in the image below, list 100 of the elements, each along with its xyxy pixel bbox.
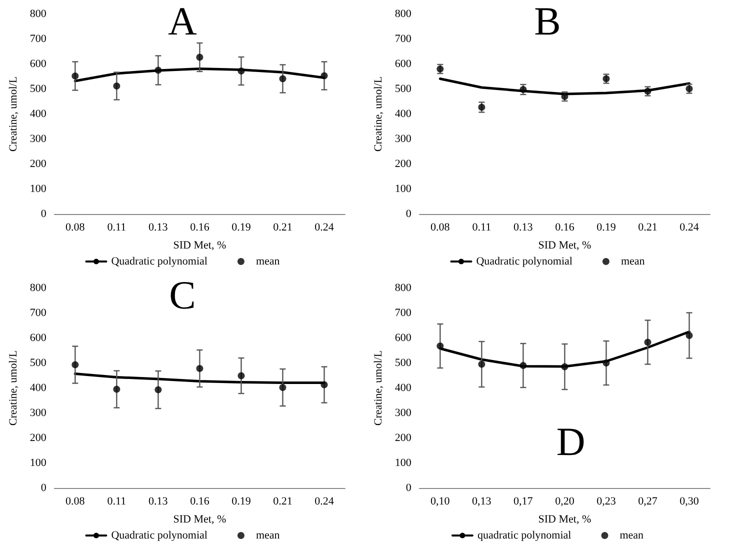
y-tick-label: 100	[30, 183, 47, 195]
y-tick-label: 300	[30, 407, 47, 419]
point	[154, 66, 162, 74]
y-tick-label: 800	[394, 8, 412, 20]
x-tick-label: 0,10	[430, 496, 450, 508]
x-tick-label: 0.13	[514, 222, 534, 234]
y-tick-label: 700	[394, 33, 412, 45]
x-tick-label: 0.24	[680, 222, 700, 234]
point	[520, 362, 527, 369]
y-tick-label: 800	[394, 282, 412, 294]
legend-label: mean	[256, 530, 280, 542]
x-tick-label: 0.19	[232, 496, 252, 508]
x-axis-title: SID Met, %	[173, 514, 226, 526]
x-tick-label: 0.11	[107, 496, 126, 508]
chart-title: B	[534, 0, 561, 44]
x-axis-title: SID Met, %	[173, 240, 226, 252]
point	[196, 365, 204, 372]
point	[478, 360, 486, 368]
point	[320, 72, 328, 80]
point	[113, 82, 120, 90]
y-tick-label: 700	[30, 33, 47, 45]
chart-title: A	[168, 0, 198, 44]
y-tick-label: 200	[394, 432, 412, 444]
y-axis-title: Creatine, umol/L	[8, 350, 20, 426]
y-tick-label: 0	[40, 482, 47, 494]
legend-label: Quadratic polynomial	[476, 256, 572, 268]
legend-label: quadratic polynomial	[477, 530, 572, 542]
point	[279, 384, 286, 391]
point	[279, 75, 286, 82]
y-tick-label: 500	[30, 83, 47, 95]
x-tick-label: 0.19	[596, 222, 616, 234]
x-tick-label: 0.24	[314, 222, 334, 234]
point	[478, 104, 486, 111]
point	[320, 381, 328, 388]
x-tick-label: 0.21	[638, 222, 658, 234]
x-tick-label: 0.13	[148, 222, 168, 234]
point	[238, 372, 245, 380]
y-tick-label: 800	[30, 282, 47, 294]
y-tick-label: 200	[30, 158, 47, 170]
point	[113, 386, 120, 393]
x-tick-label: 0,20	[555, 496, 575, 508]
y-tick-label: 400	[30, 108, 47, 120]
x-axis-title: SID Met, %	[538, 240, 592, 252]
y-tick-label: 600	[30, 332, 47, 344]
point	[602, 360, 610, 366]
x-tick-label: 0.16	[190, 496, 210, 508]
y-tick-label: 600	[30, 58, 47, 70]
y-tick-label: 500	[30, 357, 47, 369]
y-tick-label: 500	[394, 83, 412, 95]
y-tick-label: 300	[394, 407, 412, 419]
x-tick-label: 0,30	[680, 496, 700, 508]
point	[72, 361, 79, 368]
legend-label: Quadratic polynomial	[111, 530, 208, 542]
y-tick-label: 200	[30, 432, 47, 444]
x-tick-label: 0,23	[596, 496, 616, 508]
y-tick-label: 100	[394, 457, 412, 469]
y-axis-title: Creatine, umol/L	[8, 76, 20, 152]
y-tick-label: 400	[394, 108, 412, 120]
y-tick-label: 200	[394, 158, 412, 170]
y-tick-label: 0	[406, 208, 412, 220]
y-axis-title: Creatine, umol/L	[372, 76, 384, 152]
x-tick-label: 0.11	[107, 222, 126, 234]
x-tick-label: 0.21	[273, 496, 292, 508]
point	[561, 363, 568, 370]
y-tick-label: 300	[30, 133, 47, 145]
x-tick-label: 0,27	[638, 496, 658, 508]
point	[520, 86, 527, 93]
point	[436, 342, 444, 350]
y-axis-title: Creatine, umol/L	[372, 350, 384, 426]
legend-label: mean	[620, 256, 646, 268]
point	[436, 66, 444, 72]
x-tick-label: 0,17	[514, 496, 534, 508]
point	[238, 68, 245, 74]
x-tick-label: 0.19	[232, 222, 252, 234]
point	[644, 338, 652, 346]
x-tick-label: 0.08	[66, 222, 86, 234]
y-tick-label: 100	[30, 457, 47, 469]
x-tick-label: 0.21	[273, 222, 292, 234]
point	[154, 386, 162, 394]
legend-label: mean	[256, 256, 280, 268]
y-tick-label: 300	[394, 133, 412, 145]
x-axis-title: SID Met, %	[538, 514, 592, 526]
y-tick-label: 0	[406, 482, 412, 494]
y-tick-label: 600	[394, 58, 412, 70]
x-tick-label: 0.13	[148, 496, 168, 508]
point	[561, 93, 568, 100]
point	[196, 54, 204, 61]
x-tick-label: 0.16	[555, 222, 575, 234]
point	[72, 72, 79, 80]
x-tick-label: 0.16	[190, 222, 210, 234]
y-tick-label: 0	[40, 208, 47, 220]
chart-title: C	[169, 272, 196, 318]
y-tick-label: 400	[30, 382, 47, 394]
x-tick-label: 0.24	[314, 496, 334, 508]
legend-label: Quadratic polynomial	[111, 256, 208, 268]
x-tick-label: 0,13	[472, 496, 492, 508]
y-tick-label: 100	[394, 183, 412, 195]
y-tick-label: 500	[394, 357, 412, 369]
legend-label: mean	[620, 530, 644, 542]
y-tick-label: 700	[394, 307, 412, 319]
